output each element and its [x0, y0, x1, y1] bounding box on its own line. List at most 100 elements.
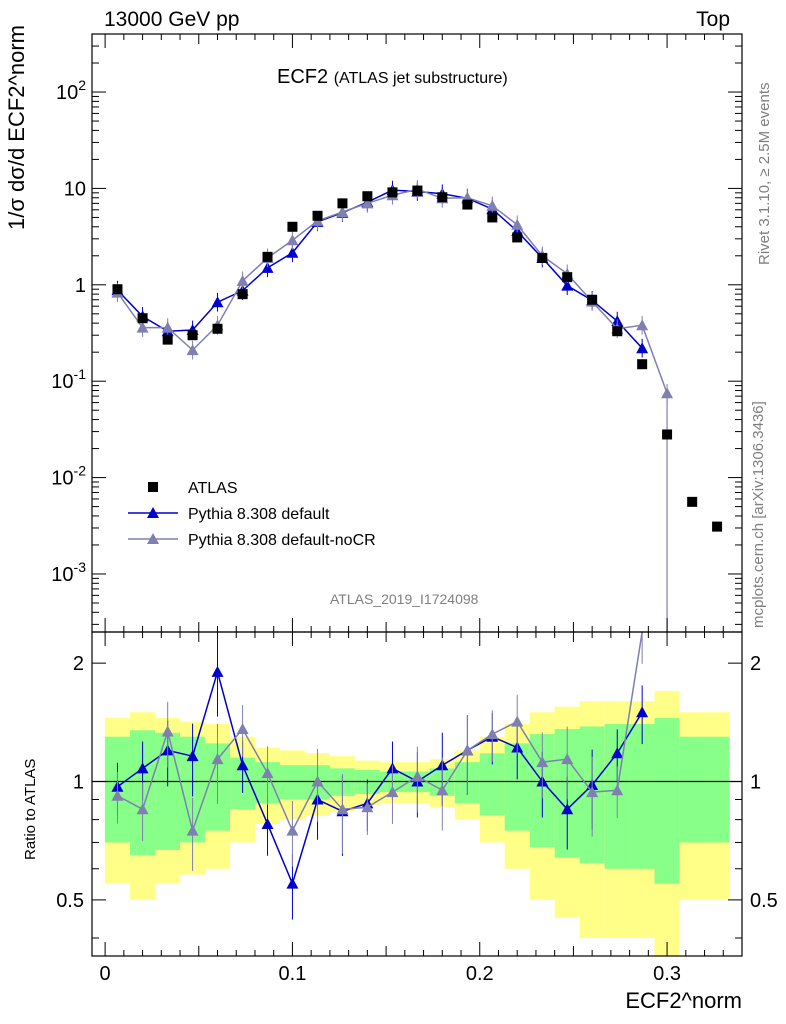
band-green [279, 765, 305, 800]
y-tick-label: 102 [56, 77, 86, 104]
atlas-point [137, 313, 148, 324]
atlas-point [312, 210, 323, 221]
y-tick-label-exp: 2 [78, 77, 86, 93]
series-marker [147, 533, 159, 544]
atlas-point [387, 187, 398, 198]
y-tick-label-exp: -1 [74, 366, 87, 382]
rivet-info: Rivet 3.1.10, ≥ 2.5M events [756, 82, 773, 266]
series-marker [561, 753, 574, 765]
atlas-point [537, 252, 548, 263]
ratio-tick-label-right: 1 [750, 772, 761, 794]
atlas-point [612, 326, 623, 337]
series-marker [636, 342, 649, 354]
atlas-point [587, 294, 598, 305]
series-marker [286, 824, 299, 836]
atlas-point [212, 323, 223, 334]
ratio-frame [91, 631, 743, 957]
legend: ATLAS Pythia 8.308 default Pythia 8.308 de… [128, 480, 376, 549]
series-marker [636, 706, 649, 718]
atlas-point [512, 232, 523, 243]
series-marker [586, 786, 599, 798]
series-line-ratio [117, 669, 643, 886]
ratio-tick-label-left: 1 [73, 772, 84, 794]
y-tick-label: 10-2 [51, 463, 86, 490]
ratio-tick-label-left: 0.5 [56, 890, 84, 912]
legend-label: ATLAS [188, 480, 238, 497]
atlas-point [637, 359, 648, 370]
x-tick-label: 0.1 [279, 963, 307, 985]
atlas-point [237, 289, 248, 300]
atlas-point [112, 284, 123, 295]
series-marker [136, 321, 149, 333]
atlas-points [112, 185, 723, 532]
atlas-point [712, 521, 723, 532]
series-marker [286, 877, 299, 889]
series-marker [611, 784, 624, 796]
series-marker [161, 321, 174, 333]
x-axis-label: ECF2^norm [625, 988, 742, 1013]
series-marker [486, 728, 499, 740]
series-marker [147, 507, 159, 518]
y-tick-label-base: 10 [51, 468, 73, 490]
uncertainty-bands [104, 690, 730, 956]
atlas-point [487, 212, 498, 223]
series-marker [186, 344, 199, 356]
series-marker [361, 197, 374, 209]
series-marker [286, 246, 299, 258]
y-tick-label: 1 [75, 275, 86, 297]
y-tick-label-base: 10 [51, 564, 73, 586]
y-tick-label-base: 10 [56, 82, 78, 104]
band-green [654, 718, 680, 884]
series-marker [436, 784, 449, 796]
series-marker [311, 775, 324, 787]
atlas-point [687, 496, 698, 507]
atlas-point [462, 199, 473, 210]
series-marker [261, 767, 274, 779]
x-tick-label: 0.2 [466, 963, 494, 985]
ratio-tick-label-right: 2 [750, 653, 761, 675]
atlas-point [162, 334, 173, 345]
series-marker [561, 803, 574, 815]
series-marker [536, 756, 549, 768]
series-marker [236, 274, 249, 286]
series-marker [461, 744, 474, 756]
series-marker [211, 753, 224, 765]
series-line-top [116, 189, 643, 349]
series-marker [211, 296, 224, 308]
band-green [704, 736, 730, 843]
series-marker [411, 770, 424, 782]
analysis-id: ATLAS_2019_I1724098 [330, 591, 479, 607]
series-marker [186, 824, 199, 836]
plot-title: ECF2 (ATLAS jet substructure) [277, 66, 508, 89]
series-marker [211, 665, 224, 677]
atlas-point [562, 272, 573, 283]
series-marker [261, 261, 274, 273]
atlas-point [287, 221, 298, 232]
legend-label: Pythia 8.308 default [188, 506, 330, 523]
ratio-tick-label-left: 2 [73, 653, 84, 675]
series-1 [111, 179, 674, 871]
atlas-point [437, 192, 448, 203]
atlas-point [412, 185, 423, 196]
y-axis-label-bottom: Ratio to ATLAS [22, 758, 39, 860]
series-marker [361, 801, 374, 813]
atlas-point [337, 198, 348, 209]
y-tick-label-base: 10 [51, 371, 73, 393]
x-tick-label: 0.3 [653, 963, 681, 985]
y-tick-label-exp: -3 [74, 559, 87, 575]
plot-title-sub: (ATLAS jet substructure) [333, 70, 508, 87]
series-marker [161, 725, 174, 737]
series-marker [286, 234, 299, 246]
series-marker [136, 803, 149, 815]
plot-title-main: ECF2 [277, 66, 329, 88]
process-label: Top [696, 8, 730, 31]
ratio-tick-label-right: 0.5 [750, 890, 778, 912]
atlas-point [662, 429, 673, 440]
atlas-point [262, 251, 273, 262]
energy-label: 13000 GeV pp [104, 8, 240, 31]
band-green [629, 724, 655, 869]
series-line-top [116, 188, 668, 394]
x-tick-label: 0 [100, 963, 111, 985]
series-marker [236, 723, 249, 735]
